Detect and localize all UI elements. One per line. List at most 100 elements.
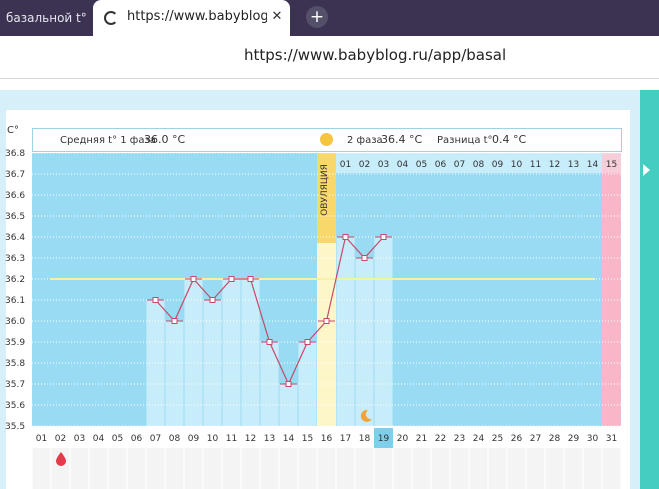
day-label-31: 31 <box>606 434 617 444</box>
y-tick-label: 35.5 <box>5 422 25 432</box>
temperature-column-11 <box>222 279 241 426</box>
day-label-14: 14 <box>283 434 295 444</box>
temperature-column-12 <box>241 279 260 426</box>
phase2-day-02: 02 <box>359 160 370 170</box>
y-tick-label: 36.4 <box>5 233 25 243</box>
phase2-day-15: 15 <box>606 160 617 170</box>
y-tick-label: 35.6 <box>5 401 25 411</box>
day-label-12: 12 <box>245 434 256 444</box>
day-label-19: 19 <box>378 434 390 444</box>
day-label-28: 28 <box>549 434 561 444</box>
side-panel-tab[interactable] <box>640 90 659 489</box>
day-label-13: 13 <box>264 434 275 444</box>
temperature-point-15[interactable] <box>304 339 311 345</box>
day-label-03: 03 <box>74 434 85 444</box>
temperature-point-11[interactable] <box>228 276 235 282</box>
notes-row <box>32 448 621 489</box>
temperature-point-16[interactable] <box>323 318 330 324</box>
new-tab-button[interactable]: + <box>306 6 328 28</box>
y-tick-label: 35.8 <box>5 359 25 369</box>
day-label-06: 06 <box>131 434 143 444</box>
day-label-29: 29 <box>568 434 580 444</box>
day-label-01: 01 <box>36 434 47 444</box>
phase2-avg-value: 36.4 °C <box>381 133 423 146</box>
loading-spinner-icon <box>104 11 118 25</box>
day-label-21: 21 <box>416 434 427 444</box>
day-label-27: 27 <box>530 434 541 444</box>
phase1-avg-value: 36.0 °C <box>144 133 186 146</box>
highlight-day-column <box>602 153 621 426</box>
difference-value: 0.4 °C <box>492 133 527 146</box>
temperature-point-19[interactable] <box>380 234 387 240</box>
temperature-column-08 <box>165 321 184 426</box>
browser-tab-previous[interactable]: базальной t° <box>6 11 87 25</box>
highlight-day-header <box>602 153 621 173</box>
day-label-25: 25 <box>492 434 503 444</box>
y-tick-label: 36.1 <box>5 296 25 306</box>
y-tick-label: 36.0 <box>5 317 25 327</box>
temperature-point-08[interactable] <box>171 318 178 324</box>
today-marker <box>374 428 393 448</box>
url-text[interactable]: https://www.babyblog.ru/app/basal <box>244 46 507 64</box>
temperature-column-14 <box>279 384 298 426</box>
day-label-15: 15 <box>302 434 313 444</box>
active-tab-title: https://www.babyblog.ru <box>127 9 267 24</box>
day-label-23: 23 <box>454 434 465 444</box>
phase2-day-08: 08 <box>473 160 485 170</box>
phase1-avg-label: Средняя t° 1 фаза <box>60 135 156 146</box>
address-bar[interactable] <box>0 36 659 79</box>
chart-header <box>32 128 622 152</box>
temperature-column-09 <box>184 279 203 426</box>
temperature-point-13[interactable] <box>266 339 273 345</box>
sun-icon <box>320 133 333 146</box>
day-label-07: 07 <box>150 434 161 444</box>
day-label-30: 30 <box>587 434 599 444</box>
phase2-day-06: 06 <box>435 160 447 170</box>
expand-arrow-icon[interactable] <box>643 164 650 176</box>
temperature-point-10[interactable] <box>209 297 216 303</box>
day-label-16: 16 <box>321 434 333 444</box>
phase2-day-14: 14 <box>587 160 599 170</box>
day-label-11: 11 <box>226 434 237 444</box>
close-tab-icon[interactable]: ✕ <box>271 9 283 24</box>
phase2-day-07: 07 <box>454 160 465 170</box>
browser-tab-active[interactable] <box>93 0 290 36</box>
phase2-day-10: 10 <box>511 160 523 170</box>
temperature-column-17 <box>336 237 355 426</box>
y-tick-label: 35.7 <box>5 380 25 390</box>
temperature-point-12[interactable] <box>247 276 254 282</box>
y-tick-label: 35.9 <box>5 338 25 348</box>
phase2-day-01: 01 <box>340 160 351 170</box>
moon-icon <box>360 409 372 422</box>
svg-text:ОВУЛЯЦИЯ: ОВУЛЯЦИЯ <box>320 164 330 216</box>
day-label-17: 17 <box>340 434 351 444</box>
day-label-20: 20 <box>397 434 409 444</box>
ovulation-label: ОВУЛЯЦИЯ <box>320 164 330 216</box>
y-tick-label: 36.2 <box>5 275 25 285</box>
phase2-day-03: 03 <box>378 160 389 170</box>
temperature-point-07[interactable] <box>152 297 159 303</box>
difference-label: Разница t° <box>437 135 493 146</box>
day-label-24: 24 <box>473 434 485 444</box>
unit-label: C° <box>7 125 19 136</box>
day-label-09: 09 <box>188 434 200 444</box>
phase2-label: 2 фаза <box>347 135 383 146</box>
day-label-02: 02 <box>55 434 66 444</box>
day-label-18: 18 <box>359 434 371 444</box>
temperature-point-14[interactable] <box>285 381 292 387</box>
temperature-point-17[interactable] <box>342 234 349 240</box>
temperature-point-09[interactable] <box>190 276 197 282</box>
phase2-day-05: 05 <box>416 160 427 170</box>
temperature-column-19 <box>374 237 393 426</box>
y-tick-label: 36.7 <box>5 170 25 180</box>
phase2-day-09: 09 <box>492 160 504 170</box>
temperature-point-18[interactable] <box>361 255 368 261</box>
day-label-22: 22 <box>435 434 446 444</box>
y-tick-label: 36.8 <box>5 149 25 159</box>
day-label-05: 05 <box>112 434 123 444</box>
day-label-04: 04 <box>93 434 105 444</box>
temperature-column-18 <box>355 258 374 426</box>
phase2-day-11: 11 <box>530 160 541 170</box>
phase2-day-04: 04 <box>397 160 409 170</box>
